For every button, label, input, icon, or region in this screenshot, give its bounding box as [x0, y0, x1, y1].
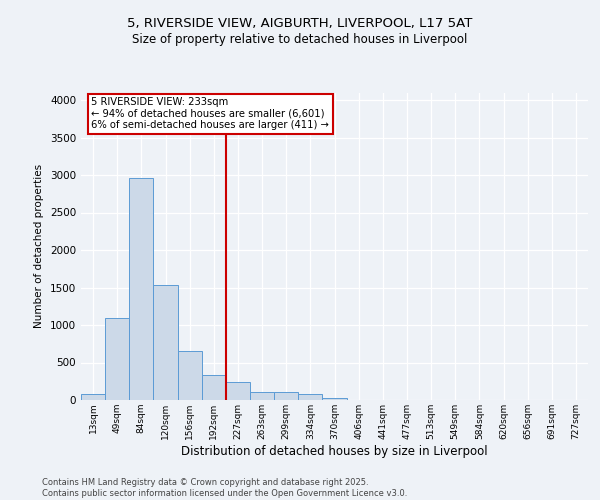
Bar: [274, 392, 298, 400]
Bar: [250, 392, 274, 400]
Text: Size of property relative to detached houses in Liverpool: Size of property relative to detached ho…: [133, 32, 467, 46]
Bar: [105, 318, 129, 400]
Bar: [298, 394, 322, 400]
X-axis label: Distribution of detached houses by size in Liverpool: Distribution of detached houses by size …: [181, 444, 488, 458]
Bar: [154, 284, 178, 400]
Y-axis label: Number of detached properties: Number of detached properties: [34, 164, 44, 328]
Bar: [322, 398, 347, 400]
Text: Contains HM Land Registry data © Crown copyright and database right 2025.
Contai: Contains HM Land Registry data © Crown c…: [42, 478, 407, 498]
Bar: [226, 382, 250, 400]
Bar: [202, 374, 226, 400]
Text: 5, RIVERSIDE VIEW, AIGBURTH, LIVERPOOL, L17 5AT: 5, RIVERSIDE VIEW, AIGBURTH, LIVERPOOL, …: [127, 18, 473, 30]
Bar: [81, 394, 105, 400]
Bar: [129, 178, 154, 400]
Text: 5 RIVERSIDE VIEW: 233sqm
← 94% of detached houses are smaller (6,601)
6% of semi: 5 RIVERSIDE VIEW: 233sqm ← 94% of detach…: [91, 97, 329, 130]
Bar: [178, 351, 202, 400]
